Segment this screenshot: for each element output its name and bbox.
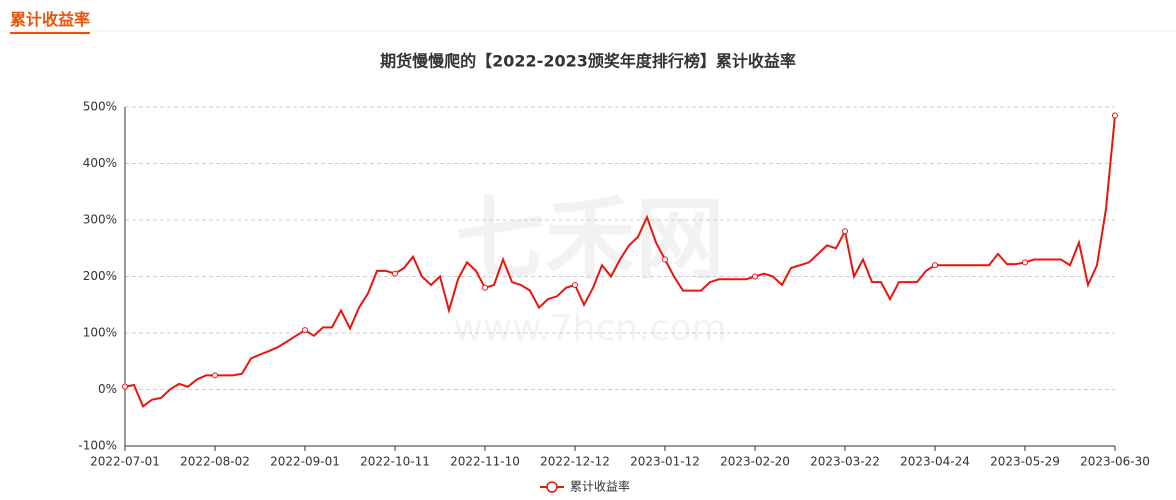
- point-marker: [122, 383, 128, 390]
- x-tick-label: 2022-09-01: [270, 455, 340, 469]
- x-tick-label: 2022-11-10: [450, 455, 520, 469]
- legend-label: 累计收益率: [570, 479, 630, 494]
- header-tab: 累计收益率: [10, 6, 91, 34]
- x-tick-label: 2023-04-24: [900, 455, 970, 469]
- x-tick-label: 2022-07-01: [90, 455, 160, 469]
- point-marker: [932, 262, 938, 269]
- y-tick-label: -100%: [78, 439, 117, 453]
- x-tick-label: 2023-05-29: [990, 455, 1060, 469]
- point-marker: [1022, 259, 1028, 266]
- watermark: 七禾网: [455, 187, 725, 292]
- point-marker: [662, 256, 668, 263]
- x-tick-label: 2022-08-02: [180, 455, 250, 469]
- y-tick-label: 400%: [83, 156, 117, 170]
- point-marker: [1112, 112, 1118, 119]
- point-marker: [842, 228, 848, 235]
- y-tick-label: 0%: [98, 382, 117, 396]
- y-tick-label: 500%: [83, 100, 117, 114]
- point-marker: [212, 372, 218, 379]
- point-marker: [482, 284, 488, 291]
- y-tick-label: 200%: [83, 269, 117, 283]
- y-tick-label: 100%: [83, 326, 117, 340]
- point-marker: [392, 270, 398, 277]
- watermark-url: www.7hcn.com: [453, 308, 726, 349]
- series-line: [124, 115, 1116, 408]
- point-marker: [752, 273, 758, 280]
- legend-marker: [546, 481, 558, 493]
- x-tick-label: 2023-01-12: [630, 455, 700, 469]
- x-tick-label: 2023-03-22: [810, 455, 880, 469]
- point-marker: [572, 281, 578, 288]
- x-tick-label: 2022-10-11: [360, 455, 430, 469]
- x-tick-label: 2022-12-12: [540, 455, 610, 469]
- x-tick-label: 2023-02-20: [720, 455, 790, 469]
- chart-title: 期货慢慢爬的【2022-2023颁奖年度排行榜】累计收益率: [380, 52, 796, 71]
- point-marker: [302, 327, 308, 334]
- y-tick-label: 300%: [83, 213, 117, 227]
- x-tick-label: 2023-06-30: [1080, 455, 1150, 469]
